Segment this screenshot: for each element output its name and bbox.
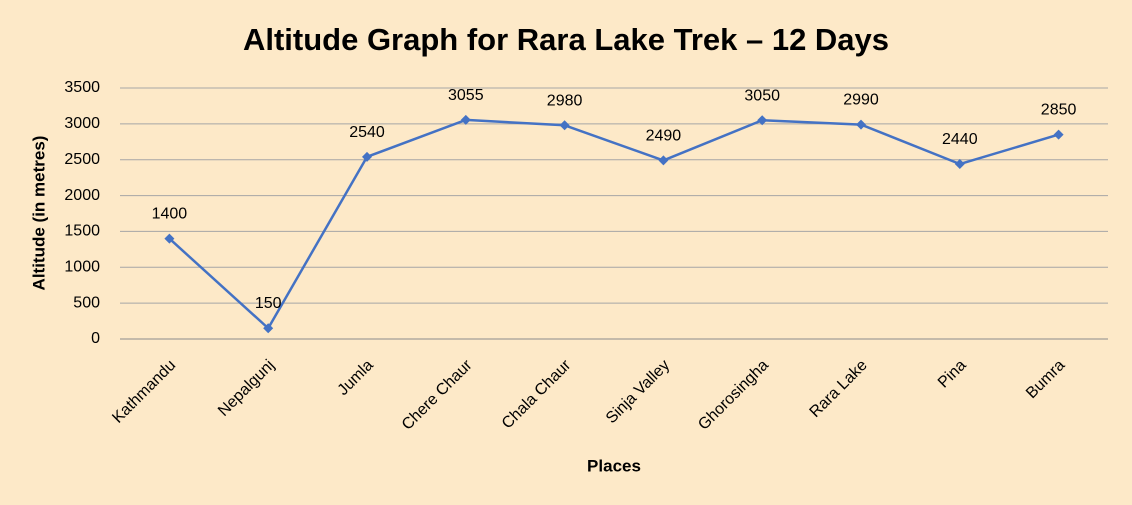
x-tick-label: Bumra: [1023, 357, 1068, 402]
x-tick-label: Nepalgunj: [215, 357, 278, 420]
x-tick-label: Rara Lake: [807, 357, 871, 421]
data-label: 2540: [349, 124, 385, 141]
point: [460, 114, 471, 125]
point: [559, 120, 570, 131]
data-label: 1400: [152, 206, 188, 223]
point: [1053, 129, 1064, 140]
y-axis-title: Altitude (in metres): [29, 136, 48, 291]
point: [263, 323, 274, 334]
point: [658, 155, 669, 166]
chart-title: Altitude Graph for Rara Lake Trek – 12 D…: [243, 22, 889, 57]
y-tick-label: 500: [73, 294, 100, 311]
point: [856, 119, 866, 130]
data-label: 150: [255, 295, 282, 312]
x-tick-label: Kathmandu: [109, 357, 179, 427]
data-label: 2440: [942, 131, 978, 148]
y-tick-label: 1500: [64, 223, 100, 240]
x-tick-label: Sinja Valley: [603, 357, 673, 427]
data-label: 2490: [646, 127, 682, 144]
y-tick-label: 3000: [64, 115, 100, 132]
data-label: 2850: [1041, 102, 1077, 119]
y-tick-label: 1000: [64, 259, 100, 276]
x-tick-label: Pina: [935, 357, 970, 392]
point: [164, 233, 175, 244]
data-label: 2980: [547, 92, 583, 109]
y-tick-label: 2500: [64, 151, 100, 168]
point: [757, 115, 768, 126]
y-tick-label: 0: [91, 330, 100, 347]
data-label: 3055: [448, 87, 484, 104]
data-label: 3050: [744, 87, 780, 104]
x-tick-label: Chala Chaur: [499, 356, 575, 432]
y-tick-label: 2000: [64, 187, 100, 204]
line: [168, 118, 1059, 330]
x-tick-label: Ghorosingha: [695, 357, 772, 434]
x-axis-title: Places: [587, 456, 641, 475]
x-tick-label: Jumla: [335, 357, 377, 399]
y-tick-label: 3500: [64, 79, 100, 96]
x-tick-label: Chere Chaur: [399, 356, 476, 433]
point: [362, 151, 372, 162]
data-label: 2990: [843, 92, 879, 109]
point: [954, 159, 965, 170]
